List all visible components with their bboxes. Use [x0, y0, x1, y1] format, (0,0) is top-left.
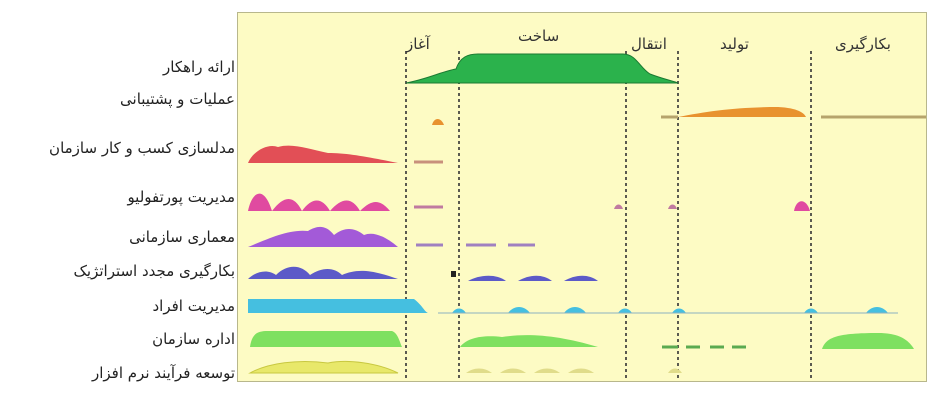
phase-dividers	[405, 51, 812, 381]
hump-row-operations-support	[432, 107, 926, 125]
hump-row-software-process	[248, 360, 682, 374]
label-enterprise-administration: اداره سازمان	[152, 330, 235, 348]
hump-row-business-modeling	[248, 145, 443, 164]
label-enterprise-architecture: معماری سازمانی	[129, 228, 235, 246]
label-portfolio-management: مدیریت پورتفولیو	[127, 188, 235, 206]
phase-chart-panel: آغاز ساخت انتقال تولید بکارگیری	[237, 12, 927, 382]
hump-row-portfolio-management	[248, 193, 810, 211]
phase-label-construction: ساخت	[518, 27, 560, 45]
phase-label-transition: انتقال	[631, 35, 667, 53]
hump-row-solution-delivery	[405, 53, 679, 84]
phase-chart-svg	[248, 51, 926, 381]
hump-row-strategic-reuse	[248, 266, 598, 281]
label-people-management: مدیریت افراد	[152, 297, 236, 315]
phase-label-retirement: بکارگیری	[835, 35, 891, 53]
phase-label-inception: آغاز	[406, 35, 430, 53]
label-operations-support: عملیات و پشتیبانی	[120, 90, 235, 108]
label-enterprise-business-modeling: مدلسازی کسب و کار سازمان	[49, 139, 235, 157]
hump-row-enterprise-architecture	[248, 226, 535, 247]
label-software-process-improvement: توسعه فرآیند نرم افزار	[91, 364, 235, 382]
phase-label-production: تولید	[720, 35, 749, 53]
hump-row-enterprise-administration	[250, 331, 914, 349]
hump-row-people-management	[248, 299, 898, 314]
label-strategic-reuse: بکارگیری مجدد استراتژیک	[73, 262, 235, 280]
label-solution-delivery: ارائه راهکار	[163, 58, 235, 76]
